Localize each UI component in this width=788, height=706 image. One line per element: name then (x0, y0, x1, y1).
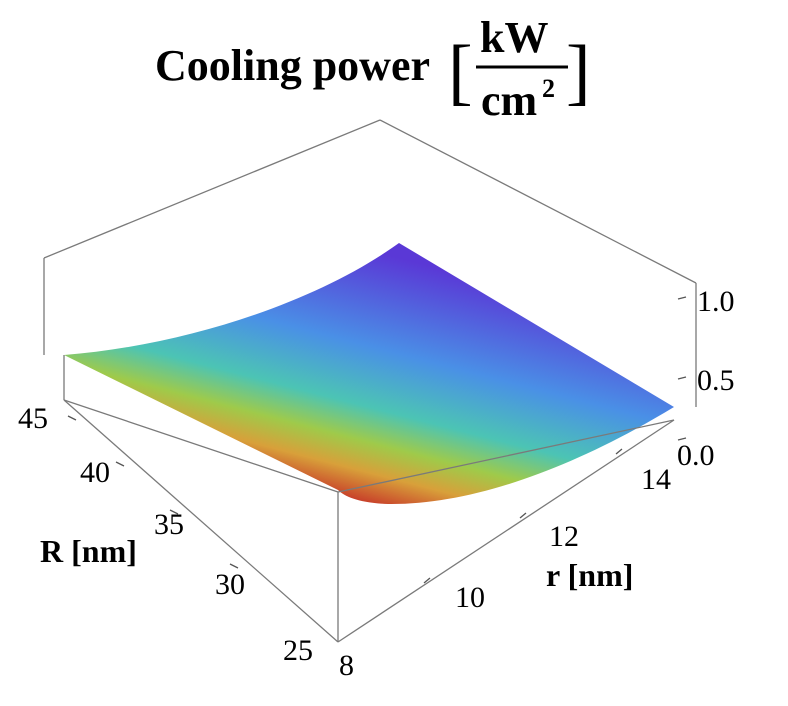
title-unit-exponent: 2 (542, 74, 555, 103)
title-unit-numerator: kW (480, 13, 548, 62)
y-tick-label: 45 (18, 402, 48, 435)
z-tick-label: 0.5 (697, 364, 735, 397)
x-axis: 8 10 12 14 r [nm] (339, 463, 671, 682)
x-tick-label: 14 (641, 463, 671, 496)
x-tick-label: 8 (339, 649, 354, 682)
x-tick-label: 10 (455, 581, 485, 614)
z-tick-label: 0.0 (677, 439, 715, 472)
x-axis-label: r [nm] (546, 557, 633, 593)
y-tick-label: 30 (215, 568, 245, 601)
z-tick-label: 1.0 (697, 285, 735, 318)
y-tick-label: 40 (80, 456, 110, 489)
z-axis: 1.0 0.5 0.0 (677, 285, 735, 472)
cooling-power-surface (64, 243, 674, 505)
box-back-edges (43, 119, 697, 407)
title-unit-denominator: cm (481, 76, 537, 125)
box-front-edges (63, 355, 675, 643)
y-tick-label: 25 (283, 634, 313, 667)
tick-marks (67, 296, 687, 584)
y-tick-label: 35 (154, 508, 184, 541)
title-prefix: Cooling power (155, 41, 430, 90)
chart-title: Cooling power [ kW cm 2 ] (155, 13, 591, 125)
y-axis: 25 30 35 40 45 R [nm] (18, 402, 313, 667)
title-right-bracket: ] (566, 31, 591, 113)
x-tick-label: 12 (549, 520, 579, 553)
y-axis-label: R [nm] (40, 533, 137, 569)
title-left-bracket: [ (448, 31, 473, 113)
